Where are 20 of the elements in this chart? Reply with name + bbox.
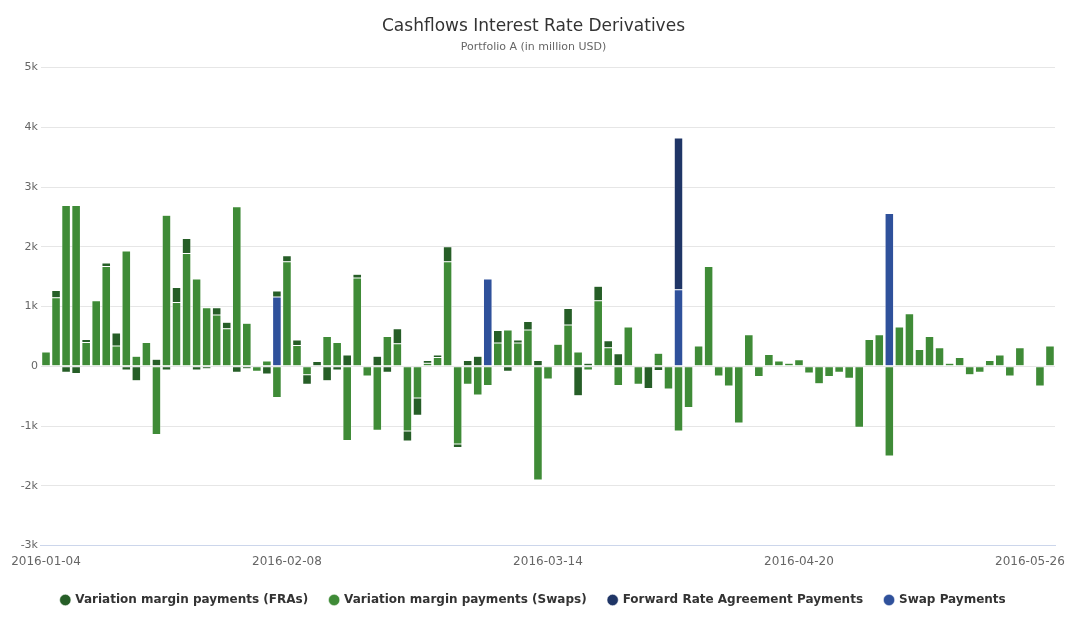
y-tick-label: 2k [24,239,39,253]
x-tick-label: 2016-02-08 [252,553,322,568]
legend-label: Variation margin payments (Swaps) [344,592,587,607]
y-tick-label: -3k [20,538,39,552]
legend-label: Forward Rate Agreement Payments [622,592,864,607]
x-tick-label: 2016-04-20 [764,553,834,568]
y-tick-label: 3k [24,179,39,193]
x-tick-label: 2016-03-14 [513,553,583,568]
y-tick-label: 5k [24,60,39,74]
y-tick-label: -2k [20,478,39,492]
chart-title: Cashflows Interest Rate Derivatives [382,14,686,35]
y-tick-label: 0 [30,359,38,373]
legend-label: Swap Payments [899,592,1006,607]
x-tick-label: 2016-01-04 [11,553,81,568]
y-tick-label: -1k [20,418,39,432]
legend-label: Variation margin payments (FRAs) [75,592,309,607]
y-tick-label: 4k [24,120,39,134]
x-tick-label: 2016-05-26 [995,553,1065,568]
chart-subtitle: Portfolio A (in million USD) [460,39,607,53]
y-tick-label: 1k [24,299,39,313]
